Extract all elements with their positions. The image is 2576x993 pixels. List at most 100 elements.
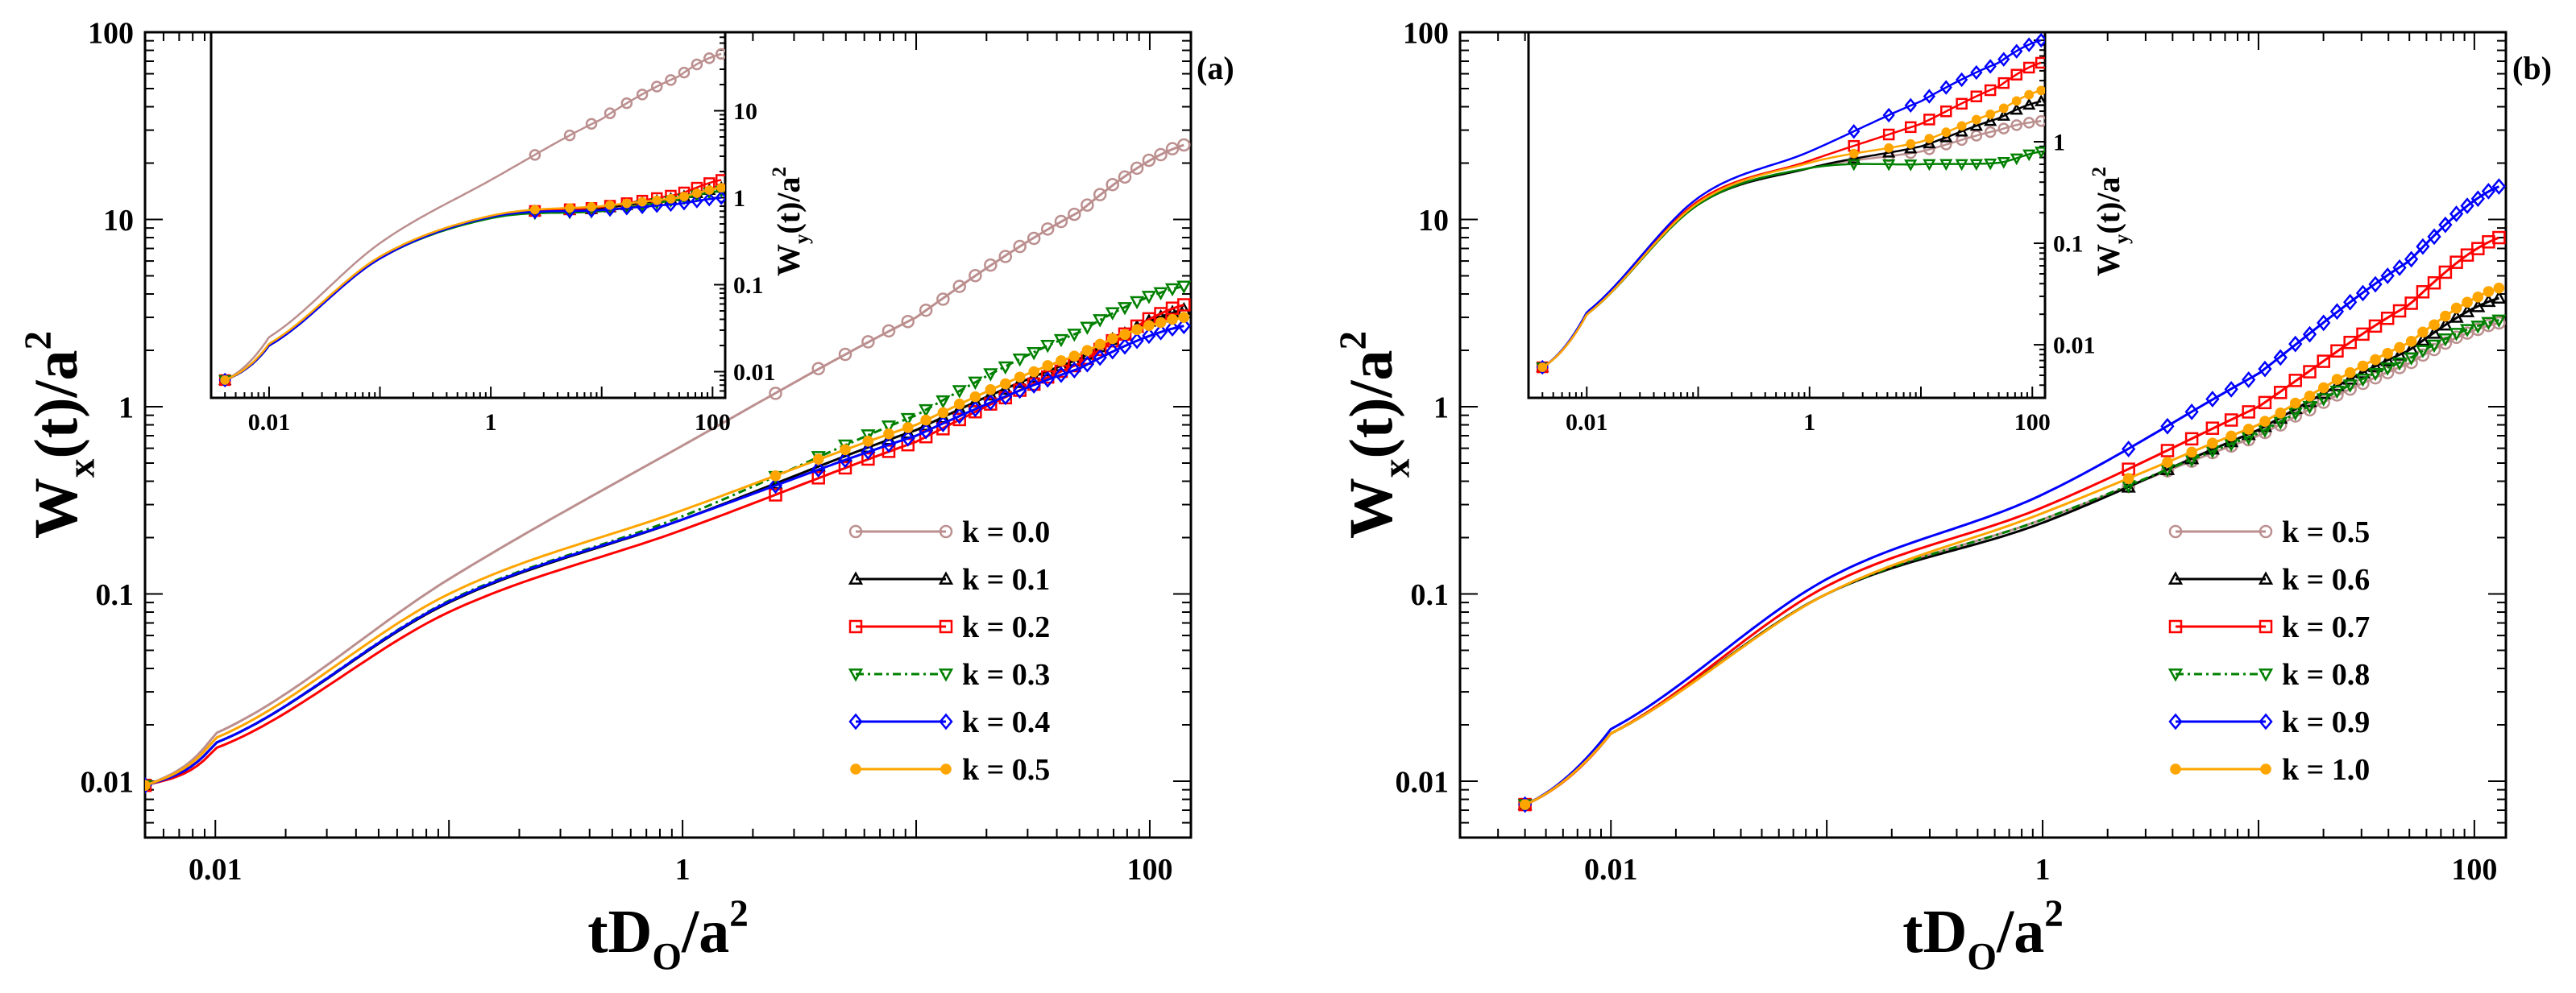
panel-b-data-point — [2450, 302, 2462, 314]
panel-a-x-axis-title: tDO/a2 — [587, 893, 749, 978]
panel-a-data-point — [838, 451, 852, 469]
panel-b-inset-background — [1529, 32, 2045, 398]
panel-a-data-point — [1081, 345, 1093, 356]
panel-b-data-point — [2224, 381, 2238, 398]
panel-a-inset-series-0.5 — [220, 183, 725, 385]
panel-b-inset-data-point — [1847, 159, 1860, 172]
panel-b-data-point — [2223, 433, 2239, 448]
panel-b-data-point — [2380, 311, 2395, 325]
panel-a-data-point — [1042, 360, 1054, 371]
panel-a-data-point — [1013, 239, 1027, 254]
panel-a-data-point — [1105, 177, 1119, 192]
panel-b-data-point — [2449, 328, 2464, 341]
panel-a-data-point — [1154, 147, 1168, 162]
panel-a-data-point — [1093, 349, 1107, 366]
panel-a-inset-data-point — [652, 195, 662, 205]
panel-b-inset-frame — [1527, 31, 2047, 399]
panel-a-data-point — [901, 314, 915, 329]
panel-a-inset-x-tick-label: 1 — [485, 409, 497, 436]
panel-a-y-tick-label: 0.1 — [96, 578, 135, 612]
panel-b-inset-data-point — [1969, 118, 1983, 131]
panel-b-legend-marker — [2168, 524, 2183, 539]
panel-a-inset-data-point — [529, 205, 540, 215]
panel-a-data-point — [919, 422, 933, 440]
panel-b-data-point — [2405, 335, 2417, 347]
panel-b-data-point — [2304, 391, 2316, 402]
panel-b-inset-data-point — [1882, 159, 1896, 172]
panel-a-series-line — [145, 143, 1184, 787]
panel-a-inset-data-point — [665, 74, 677, 86]
panel-b-data-point — [2427, 342, 2441, 357]
panel-a-data-point — [838, 461, 852, 475]
panel-a-data-point — [1177, 298, 1191, 312]
panel-a-data-point — [984, 258, 998, 272]
panel-a-data-point — [900, 412, 915, 427]
panel-b-y-axis-title: Wx(t)/a2 — [1333, 331, 1417, 539]
panel-a-inset-data-point — [621, 198, 632, 209]
panel-b-inset-data-point — [1971, 114, 1981, 125]
panel-b-inset-data-point — [1904, 121, 1917, 134]
panel-a-inset-data-point — [691, 193, 703, 209]
panel-b-inset-data-point — [2022, 37, 2035, 52]
panel-a-data-point — [985, 383, 997, 395]
panel-b-inset-data-point — [1956, 97, 1968, 110]
panel-b-y-tick-label: 100 — [1403, 16, 1449, 50]
panel-b-data-point — [2205, 421, 2220, 435]
panel-a-data-point — [1081, 198, 1094, 212]
panel-a-data-point — [881, 436, 896, 453]
panel-a-data-point — [968, 400, 983, 418]
panel-b-data-point — [2289, 397, 2301, 409]
panel-b-data-point — [2438, 336, 2453, 350]
panel-b-inset-data-point — [2010, 119, 2022, 131]
panel-b-data-point — [2429, 319, 2440, 331]
panel-a-data-point — [952, 407, 967, 424]
panel-b-inset-data-point — [1985, 110, 1996, 119]
panel-b-data-point — [2343, 293, 2358, 311]
panel-a-x-tick-label: 1 — [675, 853, 691, 887]
panel-a-data-point — [1164, 283, 1180, 297]
panel-a-data-point — [937, 407, 949, 419]
panel-a-data-point — [935, 416, 951, 432]
panel-a-inset-y-tick-label: 0.1 — [733, 272, 764, 299]
panel-b-data-point — [2391, 347, 2408, 361]
panel-a-inset-x-tick-label: 0.01 — [248, 409, 291, 436]
panel-b-data-point — [2355, 365, 2371, 379]
panel-b-legend-label: k = 0.6 — [2282, 563, 2370, 597]
panel-a-data-point — [768, 477, 783, 494]
panel-a-data-point — [1056, 355, 1067, 366]
panel-b-data-point — [2460, 197, 2474, 214]
panel-b-legend-marker — [2259, 619, 2273, 634]
panel-b-inset-data-point — [1848, 124, 1860, 139]
panel-b-inset-data-point — [1970, 130, 1983, 142]
panel-a-data-point — [1165, 320, 1180, 337]
panel-a-series-0.0 — [145, 138, 1191, 792]
panel-b-data-point — [2242, 405, 2255, 419]
panel-b-y-tick-label: 1 — [1433, 391, 1449, 424]
panel-a-legend-label: k = 0.1 — [962, 563, 1050, 597]
panel-b-inset-data-point — [1970, 64, 1983, 81]
panel-b-inset-data-point — [2011, 96, 2022, 106]
panel-b-data-point — [2427, 275, 2441, 290]
panel-b-inset-y-tick-label: 1 — [2053, 130, 2065, 156]
panel-a-data-point — [1027, 377, 1041, 394]
panel-b-inset-data-point — [1923, 89, 1936, 104]
panel-b-data-point — [2437, 317, 2454, 331]
panel-a-data-point — [1093, 314, 1108, 328]
panel-b-data-point — [2438, 216, 2453, 234]
panel-b-data-point — [2225, 430, 2237, 442]
panel-b-data-point — [2343, 335, 2357, 350]
panel-a-data-point — [919, 303, 933, 317]
panel-a-data-point — [811, 461, 826, 478]
panel-b-inset-data-point — [1884, 143, 1894, 153]
panel-b-inset-data-point — [1923, 159, 1936, 172]
panel-b-inset-data-point — [1904, 141, 1918, 154]
panel-a-inset-data-point — [587, 201, 596, 212]
panel-a-legend-label: k = 0.0 — [962, 515, 1050, 549]
panel-b-data-point — [2162, 457, 2173, 468]
panel-b-inset-data-point — [1998, 103, 2009, 114]
panel-b-data-point — [2481, 317, 2496, 331]
panel-a-data-point — [1130, 332, 1144, 350]
panel-a-data-point — [1129, 296, 1145, 310]
panel-b-data-point — [2462, 296, 2473, 308]
panel-a-data-point — [1027, 369, 1042, 383]
